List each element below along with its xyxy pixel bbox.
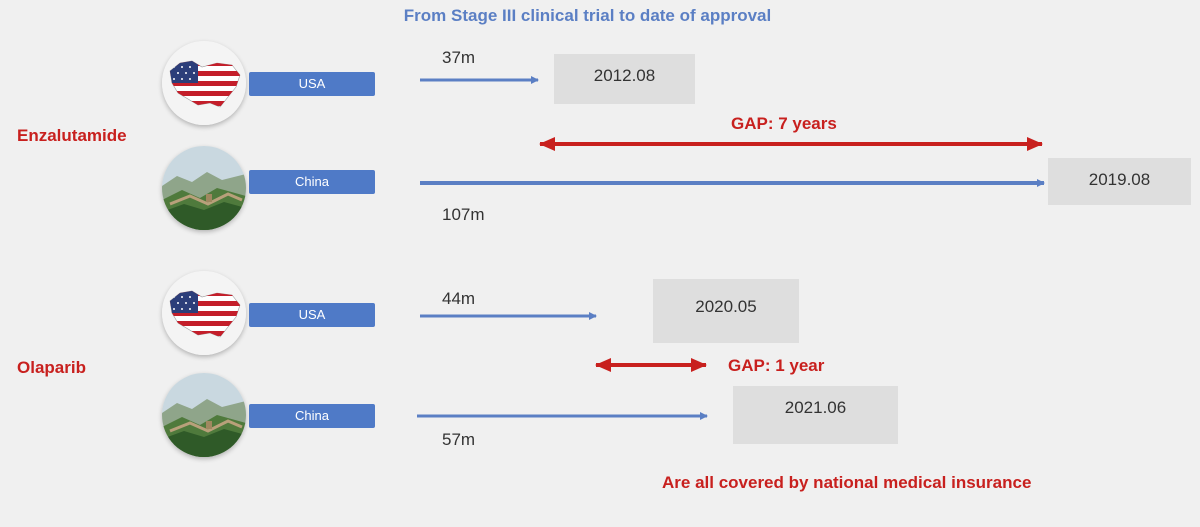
duration-label: 107m [442,205,485,224]
gap-label-olaparib: GAP: 1 year [728,356,825,375]
duration-label: 44m [442,289,476,308]
usa-flag-map-icon [162,271,246,355]
drug-label-enzalutamide: Enzalutamide [17,126,127,145]
country-label-usa: USA [249,72,375,96]
drug-label-olaparib: Olaparib [17,358,86,377]
duration-label: 37m [442,48,476,67]
usa-flag-map-icon [162,41,246,125]
gap-label-enzalutamide: GAP: 7 years [731,114,837,133]
insurance-footnote: Are all covered by national medical insu… [662,473,1032,492]
approval-date-box: 2021.06 [733,386,898,444]
approval-date-box: 2012.08 [554,54,695,104]
page-title: From Stage III clinical trial to date of… [403,6,772,25]
approval-date-box: 2019.08 [1048,158,1191,205]
great-wall-icon [162,146,246,230]
country-label-china: China [249,170,375,194]
great-wall-icon [162,373,246,457]
duration-label: 57m [442,430,476,449]
country-label-usa: USA [249,303,375,327]
approval-date-box: 2020.05 [653,279,799,343]
country-label-china: China [249,404,375,428]
